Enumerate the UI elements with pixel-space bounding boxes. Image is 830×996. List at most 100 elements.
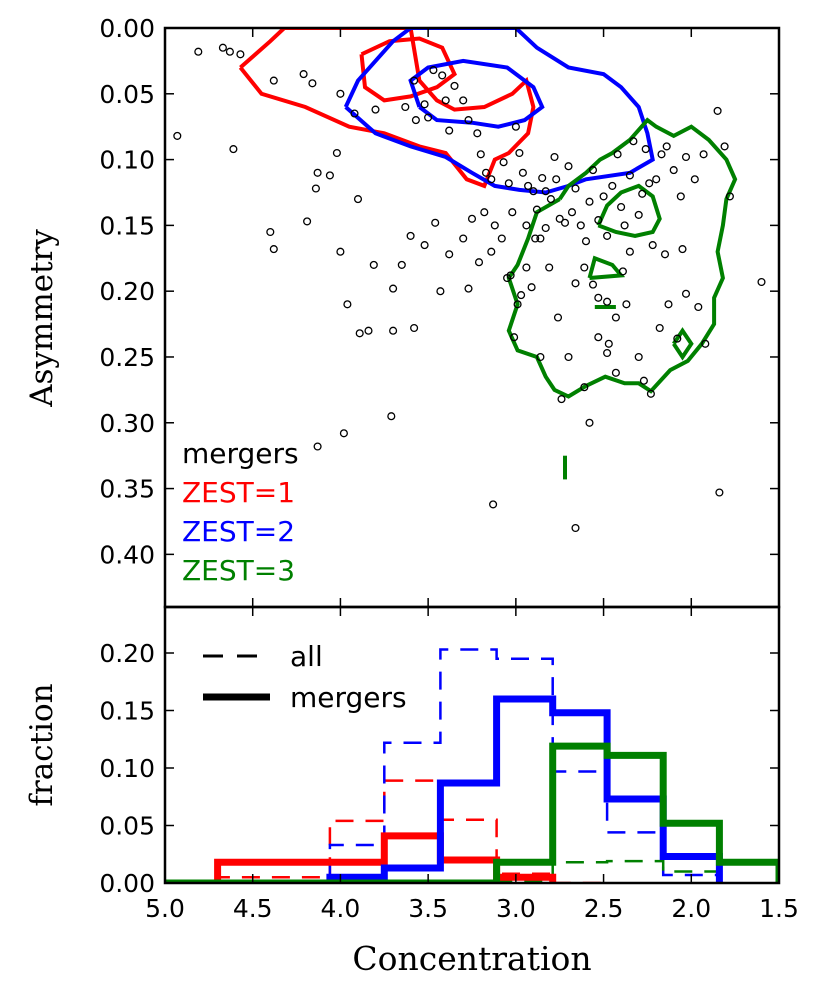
legend-zest1: ZEST=1 bbox=[182, 476, 295, 509]
scatter-point bbox=[629, 137, 638, 146]
scatter-point bbox=[550, 152, 559, 162]
x-tick-label: 2.0 bbox=[671, 894, 711, 923]
scatter-point bbox=[481, 168, 491, 177]
x-tick-label: 1.5 bbox=[759, 894, 799, 923]
y-tick-label-top: 0.40 bbox=[99, 540, 155, 569]
y-tick-label-bottom: 0.20 bbox=[99, 639, 155, 668]
scatter-point bbox=[546, 195, 555, 204]
contour-zest3 bbox=[587, 255, 626, 280]
scatter-point bbox=[634, 352, 643, 362]
scatter-point bbox=[664, 300, 673, 309]
contour-zest1 bbox=[359, 36, 458, 103]
scatter-point bbox=[580, 263, 589, 272]
scatter-point bbox=[499, 158, 508, 167]
scatter-point bbox=[303, 217, 312, 226]
scatter-point bbox=[681, 152, 691, 162]
scatter-point bbox=[510, 333, 519, 342]
scatter-point bbox=[229, 145, 238, 154]
scatter-point bbox=[527, 283, 536, 292]
y-tick-label-bottom: 0.05 bbox=[99, 812, 155, 841]
scatter-point bbox=[438, 71, 447, 80]
scatter-point bbox=[625, 247, 634, 256]
scatter-point bbox=[308, 79, 317, 88]
scatter-point bbox=[389, 284, 398, 293]
scatter-point bbox=[529, 187, 538, 196]
hist-solid-zest3 bbox=[165, 742, 779, 883]
scatter-point bbox=[336, 89, 345, 98]
scatter-point bbox=[648, 241, 657, 250]
scatter-point bbox=[571, 523, 580, 533]
scatter-point bbox=[450, 81, 459, 90]
scatter-point bbox=[480, 208, 489, 217]
scatter-point bbox=[522, 263, 531, 272]
scatter-point bbox=[429, 66, 438, 75]
y-tick-label-top: 0.05 bbox=[99, 80, 155, 109]
scatter-point bbox=[369, 260, 378, 269]
scatter-point bbox=[339, 429, 348, 438]
scatter-point bbox=[266, 227, 275, 237]
y-tick-label-bottom: 0.15 bbox=[99, 697, 155, 726]
scatter-point bbox=[397, 260, 406, 269]
scatter-point bbox=[420, 241, 429, 250]
scatter-point bbox=[585, 418, 594, 427]
scatter-point bbox=[473, 129, 482, 138]
scatter-point bbox=[353, 195, 363, 204]
scatter-point bbox=[522, 221, 531, 230]
scatter-point bbox=[611, 313, 620, 322]
scatter-point bbox=[725, 192, 734, 201]
x-tick-label: 3.0 bbox=[496, 894, 536, 923]
bottom-panel: 0.00 0.05 0.10 0.15 0.20 5.0 4.5 4.0 3.5 3.0 2.5 2… bbox=[24, 605, 799, 978]
scatter-point bbox=[410, 76, 419, 85]
top-panel: 0.00 0.05 0.10 0.15 0.20 0.25 0.30 0.35 0.40 Asy… bbox=[24, 14, 781, 609]
scatter-point bbox=[311, 184, 320, 193]
scatter-point bbox=[532, 205, 541, 214]
scatter-point bbox=[669, 166, 678, 175]
scatter-point bbox=[681, 289, 691, 298]
scatter-point bbox=[603, 231, 612, 240]
scatter-point bbox=[225, 47, 234, 56]
y-tick-label-top: 0.30 bbox=[99, 409, 155, 438]
scatter-point bbox=[299, 70, 308, 79]
scatter-point bbox=[552, 175, 561, 184]
scatter-point bbox=[673, 334, 682, 343]
scatter-point bbox=[701, 339, 710, 348]
scatter-point bbox=[639, 376, 648, 385]
legend-zest2: ZEST=2 bbox=[182, 515, 295, 548]
scatter-point bbox=[564, 162, 573, 171]
scatter-point bbox=[476, 150, 485, 159]
legend-all: all bbox=[290, 640, 323, 673]
scatter-point bbox=[364, 326, 373, 335]
scatter-point bbox=[676, 192, 685, 201]
scatter-point bbox=[538, 173, 547, 183]
scatter-point bbox=[173, 131, 182, 140]
y-tick-label-top: 0.10 bbox=[99, 146, 155, 175]
histogram-layer bbox=[165, 648, 779, 883]
scatter-point bbox=[594, 216, 603, 225]
scatter-point bbox=[603, 297, 612, 306]
y-tick-label-top: 0.00 bbox=[99, 14, 155, 43]
y-tick-label-top: 0.15 bbox=[99, 211, 155, 240]
scatter-point bbox=[513, 300, 522, 309]
scatter-point bbox=[646, 389, 655, 398]
scatter-point bbox=[511, 122, 520, 131]
scatter-point bbox=[713, 106, 722, 115]
y-tick-label-top: 0.20 bbox=[99, 277, 155, 306]
contour-zest1 bbox=[238, 28, 536, 189]
scatter-point bbox=[694, 302, 703, 312]
x-tick-label: 4.0 bbox=[321, 894, 361, 923]
scatter-point bbox=[618, 267, 627, 276]
scatter-point bbox=[571, 279, 580, 288]
scatter-point bbox=[545, 263, 554, 272]
contour-layer bbox=[238, 28, 738, 480]
scatter-point bbox=[662, 142, 671, 151]
scatter-point bbox=[622, 300, 631, 309]
scatter-point bbox=[490, 221, 499, 230]
scatter-point bbox=[343, 300, 352, 309]
x-tick-label: 4.5 bbox=[233, 894, 273, 923]
legend-bottom: all mergers bbox=[203, 640, 407, 714]
scatter-point bbox=[269, 76, 278, 85]
scatter-point bbox=[757, 277, 766, 287]
scatter-point bbox=[608, 181, 617, 190]
scatter-point bbox=[567, 208, 577, 217]
scatter-point bbox=[617, 202, 626, 212]
